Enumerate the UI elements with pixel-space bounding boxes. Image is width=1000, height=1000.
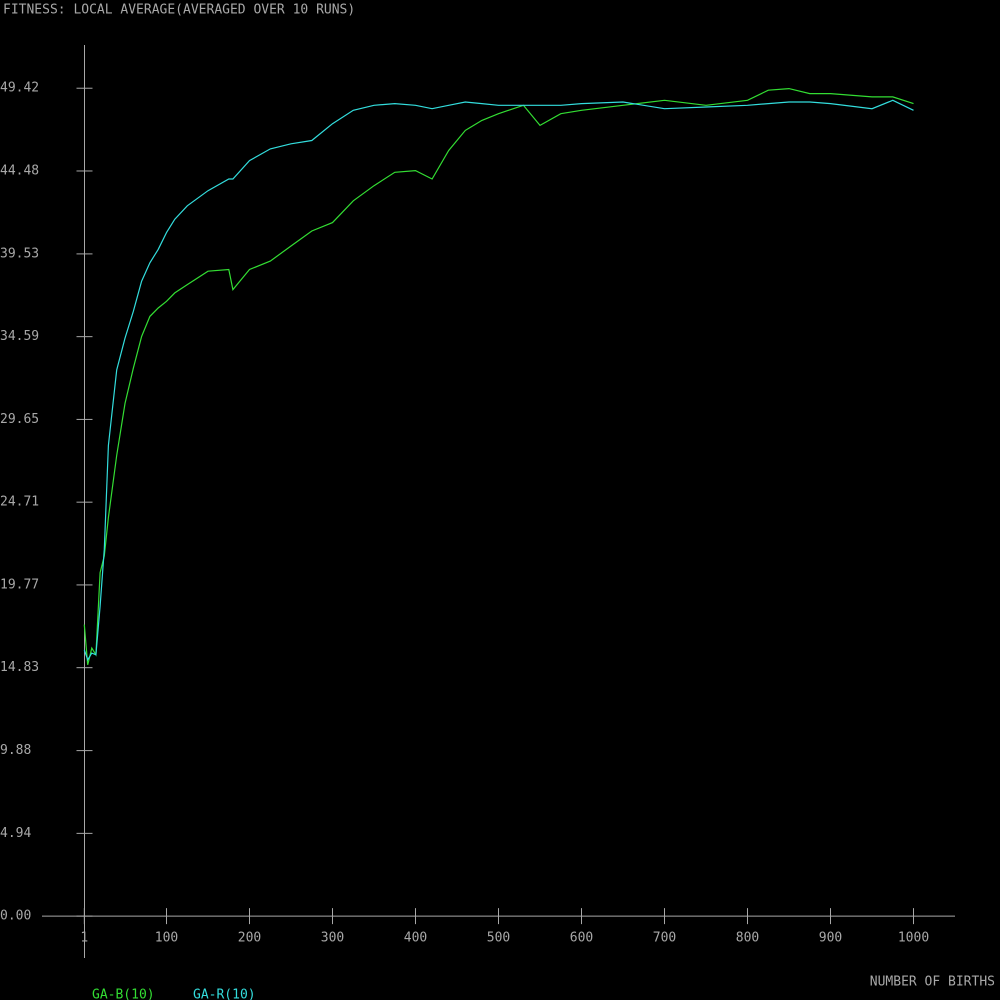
chart-title: FITNESS: LOCAL AVERAGE(AVERAGED OVER 10 …: [3, 3, 355, 18]
y-tick-label: 0.00: [0, 909, 31, 924]
x-tick-label: 500: [487, 931, 510, 946]
x-tick-label: 400: [404, 931, 427, 946]
x-tick-label: 100: [155, 931, 178, 946]
y-tick-label: 29.65: [0, 412, 39, 427]
x-tick-label: 900: [819, 931, 842, 946]
x-tick-label: 1000: [898, 931, 929, 946]
series-line: [83, 87, 914, 665]
x-tick-label: 300: [321, 931, 344, 946]
y-tick-label: 34.59: [0, 329, 39, 344]
x-tick-label: 200: [238, 931, 261, 946]
y-tick-label: 19.77: [0, 577, 39, 592]
legend-label: GA-R(10): [193, 988, 256, 1000]
series-line: [83, 99, 914, 662]
y-tick-label: 24.71: [0, 495, 39, 510]
legend-label: GA-B(10): [92, 988, 155, 1000]
y-tick-label: 9.88: [0, 743, 31, 758]
x-tick-label: 800: [736, 931, 759, 946]
y-tick-label: 49.42: [0, 81, 39, 96]
y-tick-label: 44.48: [0, 163, 39, 178]
x-tick-label: 700: [653, 931, 676, 946]
y-tick-label: 4.94: [0, 826, 31, 841]
x-axis-label: NUMBER OF BIRTHS: [870, 975, 995, 990]
y-tick-label: 14.83: [0, 660, 39, 675]
y-tick-label: 39.53: [0, 246, 39, 261]
x-tick-label: 600: [570, 931, 593, 946]
x-tick-label: 1: [80, 931, 88, 946]
